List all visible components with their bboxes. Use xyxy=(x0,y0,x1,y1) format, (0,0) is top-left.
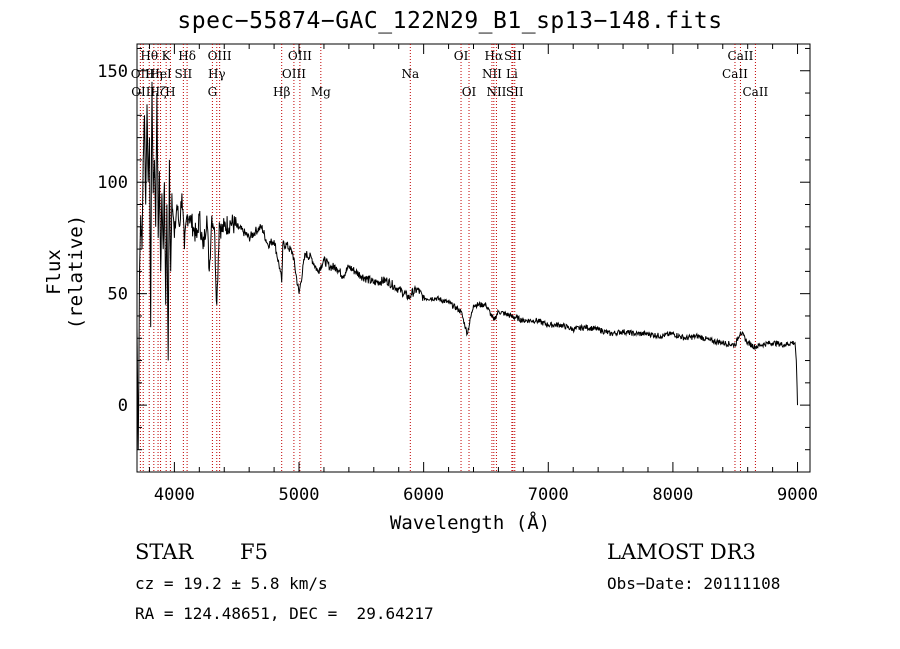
line-marker-label: Hδ xyxy=(178,49,196,63)
line-marker-label: CaII xyxy=(742,85,768,99)
line-marker-label: SII xyxy=(506,85,524,99)
redshift-velocity: cz = 19.2 ± 5.8 km/s xyxy=(135,574,328,593)
spectrum-line xyxy=(136,81,798,450)
line-marker-label: HeI xyxy=(149,67,172,81)
chart-title: spec−55874−GAC_122N29_B1_sp13−148.fits xyxy=(177,8,723,34)
line-marker-label: NII xyxy=(482,67,502,81)
x-tick-label: 6000 xyxy=(403,485,444,505)
line-marker-label: Na xyxy=(401,67,419,81)
x-tick-label: 8000 xyxy=(652,485,693,505)
x-axis-label: Wavelength (Å) xyxy=(389,512,551,534)
line-marker-label: OIII xyxy=(282,67,306,81)
coordinates: RA = 124.48651, DEC = 29.64217 xyxy=(135,604,434,623)
line-marker-label: Li xyxy=(506,67,518,81)
y-axis-label: Flux (relative) xyxy=(43,214,87,330)
line-marker-label: OIII xyxy=(288,49,312,63)
y-tick-label: 50 xyxy=(108,285,128,305)
line-marker-label: H xyxy=(165,85,175,99)
line-marker-label: G xyxy=(208,85,218,99)
axes: 4000 5000 6000 7000 8000 9000 0 50 100 150 xyxy=(97,44,818,505)
line-marker-label: OI xyxy=(454,49,469,63)
line-marker-label: Hβ xyxy=(273,85,290,99)
y-tick-label: 150 xyxy=(97,62,128,82)
line-marker-label: CaII xyxy=(728,49,754,63)
subclass: F5 xyxy=(240,540,268,564)
line-marker-label: Hζ xyxy=(150,85,167,99)
observation-date: Obs−Date: 20111108 xyxy=(607,574,781,593)
x-tick-label: 7000 xyxy=(528,485,569,505)
plot-frame xyxy=(136,43,811,473)
x-tick-label: 4000 xyxy=(154,485,195,505)
x-tick-label: 9000 xyxy=(777,485,818,505)
line-marker-label: Hα xyxy=(485,49,504,63)
line-marker-label: SII xyxy=(175,67,193,81)
line-marker-label: CaII xyxy=(722,67,748,81)
x-tick-label: 5000 xyxy=(279,485,320,505)
line-marker-label: OIII xyxy=(208,49,232,63)
y-tick-label: 100 xyxy=(97,173,128,193)
line-marker-label: SII xyxy=(504,49,522,63)
survey-name: LAMOST DR3 xyxy=(607,540,756,564)
line-marker-label: OI xyxy=(462,85,477,99)
line-marker-label: K xyxy=(162,49,172,63)
line-marker-label: NII xyxy=(486,85,506,99)
line-marker-label: Mg xyxy=(311,85,331,99)
line-marker-label: OIII xyxy=(131,85,155,99)
object-type: STAR xyxy=(135,540,194,564)
y-tick-label: 0 xyxy=(118,396,128,416)
line-marker-label: Hγ xyxy=(208,67,226,81)
